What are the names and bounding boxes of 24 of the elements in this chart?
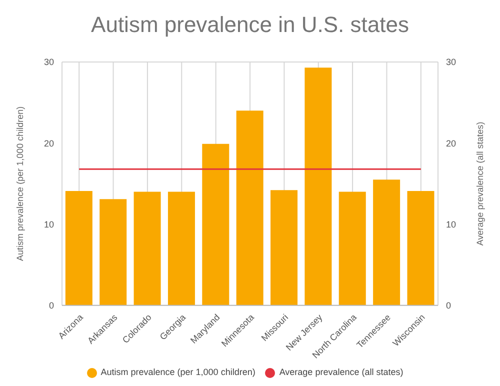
y2-tick-label: 0 xyxy=(446,300,452,311)
legend-label: Autism prevalence (per 1,000 children) xyxy=(100,367,256,378)
bar xyxy=(373,180,400,306)
y2-tick-label: 20 xyxy=(446,138,456,148)
bar xyxy=(236,110,264,306)
legend-label: Average prevalence (all states) xyxy=(279,367,404,378)
bar xyxy=(338,192,366,306)
y-tick-label: 0 xyxy=(48,300,54,311)
bar xyxy=(304,68,332,306)
bar xyxy=(270,190,298,306)
bar xyxy=(100,199,127,306)
bar xyxy=(65,190,92,306)
chart-title: Autism prevalence in U.S. states xyxy=(90,11,410,39)
bar xyxy=(202,144,230,306)
y2-axis-title: Average prevalence (all states) xyxy=(475,122,486,246)
y-tick-label: 30 xyxy=(44,57,54,68)
bar xyxy=(407,190,434,306)
y2-tick-label: 10 xyxy=(446,219,456,230)
y-tick-label: 20 xyxy=(44,138,54,148)
y-tick-label: 10 xyxy=(44,219,54,230)
bar xyxy=(134,192,161,306)
bar xyxy=(168,192,195,306)
y-axis-title: Autism prevalence (per 1,000 children) xyxy=(15,106,26,261)
y2-tick-label: 30 xyxy=(446,57,456,68)
